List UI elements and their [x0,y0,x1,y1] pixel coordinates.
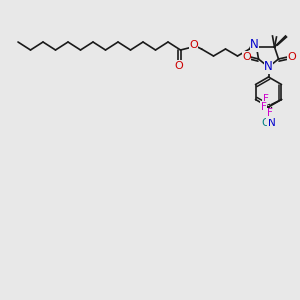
Text: O: O [174,61,183,71]
Text: N: N [250,38,259,52]
Text: O: O [189,40,198,50]
Text: F: F [267,109,272,118]
Text: C: C [262,118,269,128]
Text: N: N [268,118,275,128]
Text: N: N [264,61,273,74]
Text: O: O [242,52,251,62]
Text: F: F [261,101,266,112]
Text: F: F [262,94,268,103]
Text: O: O [287,52,296,62]
